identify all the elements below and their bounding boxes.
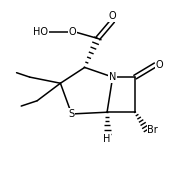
Text: O: O xyxy=(69,27,76,37)
Text: H: H xyxy=(103,134,111,144)
Text: HO: HO xyxy=(33,27,48,37)
Text: O: O xyxy=(156,60,163,70)
Text: Br: Br xyxy=(147,125,158,135)
Text: S: S xyxy=(69,109,75,119)
Text: N: N xyxy=(109,72,116,82)
Text: O: O xyxy=(109,11,117,21)
